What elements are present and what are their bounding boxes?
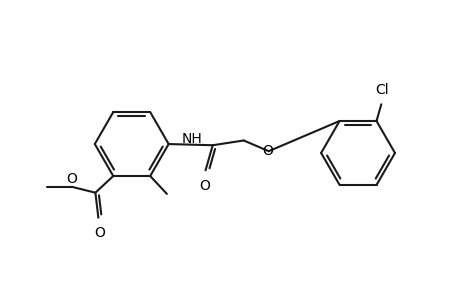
Text: NH: NH xyxy=(181,132,202,146)
Text: O: O xyxy=(262,144,272,158)
Text: Cl: Cl xyxy=(374,82,388,97)
Text: O: O xyxy=(94,226,105,240)
Text: O: O xyxy=(199,178,209,193)
Text: O: O xyxy=(66,172,77,186)
